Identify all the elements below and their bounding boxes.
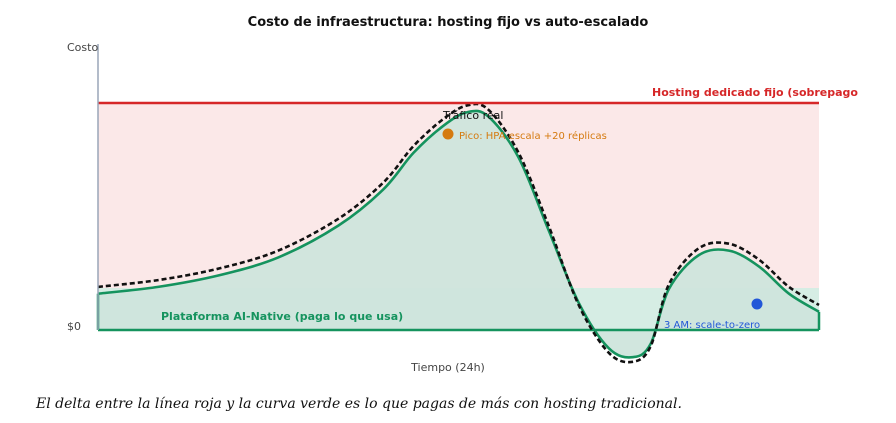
y-tick-label: $0 [67, 320, 81, 333]
peak-marker [442, 128, 454, 140]
x-axis-label: Tiempo (24h) [410, 361, 485, 374]
usage-area-fill [98, 110, 819, 358]
series-line-traffic [97, 102, 820, 364]
annotation-scale-to-zero: 3 AM: scale-to-zero [664, 320, 760, 331]
cost-chart: Costo de infraestructura: hosting fijo v… [67, 15, 858, 374]
y-axis-label: Costo [67, 41, 98, 54]
annotation-peak: Pico: HPA escala +20 réplicas [459, 130, 607, 142]
annotation-platform: Plataforma AI-Native (paga lo que usa) [161, 310, 403, 323]
scale-to-zero-marker [751, 298, 763, 310]
annotation-real-traffic: Tráfico real [442, 109, 503, 122]
chart-title: Costo de infraestructura: hosting fijo v… [248, 15, 649, 30]
series-line-usage [97, 109, 820, 359]
chart-caption: El delta entre la línea roja y la curva … [36, 396, 682, 412]
annotation-fixed-hosting: Hosting dedicado fijo (sobrepago [652, 86, 858, 99]
chart-container: Costo de infraestructura: hosting fijo v… [67, 15, 858, 374]
